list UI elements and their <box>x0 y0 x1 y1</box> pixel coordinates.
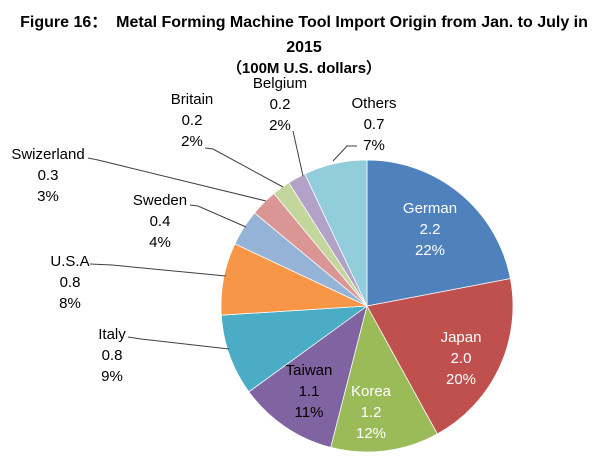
leader-line-swizerland <box>87 157 267 202</box>
leader-line-belgium <box>292 130 304 177</box>
leader-line-italy <box>127 336 230 350</box>
pie-slice-italy <box>220 305 369 393</box>
pie-slice-taiwan <box>248 305 368 448</box>
pie-slice-others <box>304 159 368 307</box>
chart-title: Figure 16： Metal Forming Machine Tool Im… <box>0 13 608 78</box>
leader-line-usa <box>89 263 227 277</box>
chart-title-line1: Figure 16： Metal Forming Machine Tool Im… <box>20 14 588 31</box>
pie-slice-german <box>366 159 511 307</box>
pie-slice-korea <box>330 304 438 453</box>
leader-line-britain <box>204 147 284 188</box>
chart-title-line3: （100M U.S. dollars） <box>226 60 382 77</box>
leader-line-sweden <box>189 204 247 228</box>
pie-slice-japan <box>366 278 514 435</box>
leader-line-others <box>332 145 357 162</box>
chart-title-line2: 2015 <box>286 39 322 56</box>
